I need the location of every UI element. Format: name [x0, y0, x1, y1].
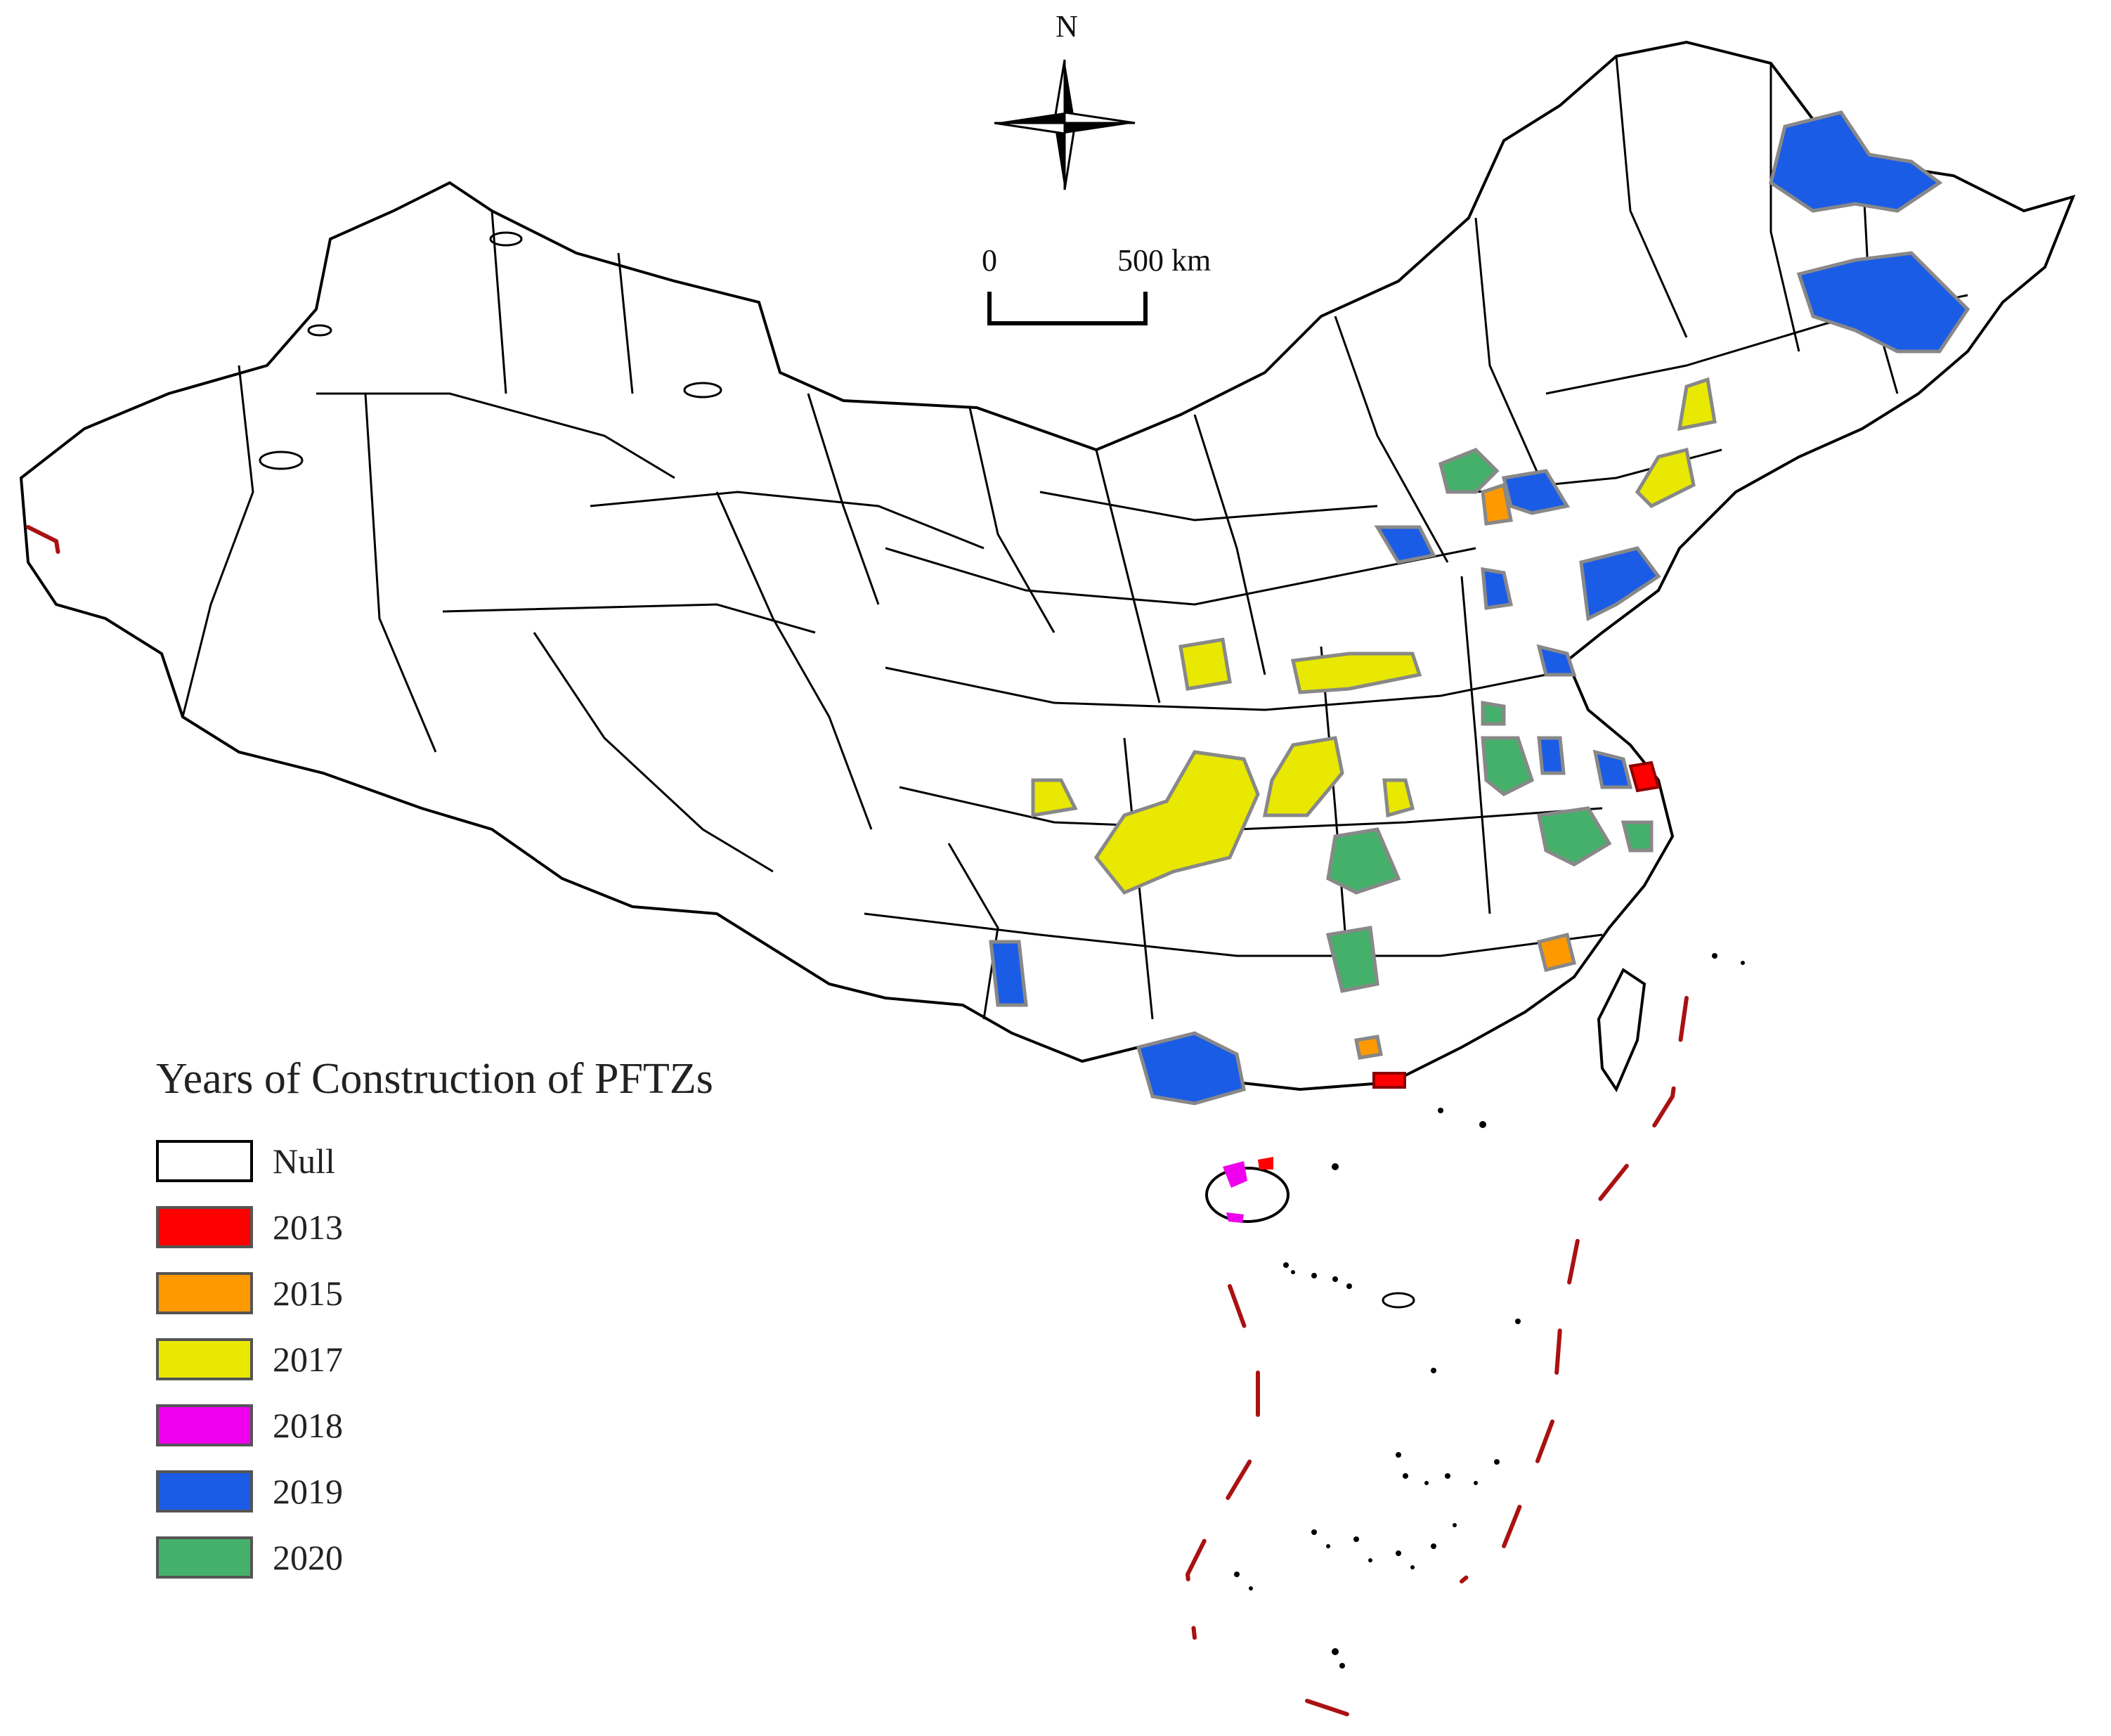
pftz-2020-beijing	[1438, 448, 1500, 494]
legend-items: Null 2013 2015 2017 2018 2019 2020	[156, 1128, 713, 1591]
pftz-2015-guangdong	[1354, 1035, 1383, 1060]
pftz-2015-fujian	[1536, 932, 1577, 973]
legend-swatch	[156, 1338, 253, 1380]
pftz-2020-hunan	[1326, 827, 1401, 895]
legend-item: Null	[156, 1128, 713, 1194]
internal-boundaries	[181, 56, 1968, 1020]
pftz-2017-liaoning	[1635, 447, 1696, 509]
pftz-2017-sichuan	[1031, 778, 1078, 817]
north-arrow: N	[994, 9, 1136, 190]
pftz-2013-hainan-north	[1258, 1157, 1273, 1170]
legend-swatch	[156, 1206, 253, 1248]
pftz-2013-regions	[1372, 760, 1661, 1089]
pftz-2020-ningbo	[1620, 820, 1654, 853]
north-label: N	[1056, 9, 1078, 44]
legend-title: Years of Construction of PFTZs	[156, 1055, 713, 1103]
pftz-2020-anhui-north	[1481, 701, 1506, 726]
pftz-2020-hunan-south	[1325, 926, 1379, 993]
pftz-2013-hongkong	[1372, 1072, 1406, 1089]
legend-item: 2015	[156, 1260, 713, 1326]
legend-label: Null	[273, 1141, 335, 1181]
pftz-2019-guangxi	[1136, 1031, 1246, 1106]
legend-item: 2017	[156, 1326, 713, 1392]
pftz-2015-tianjin	[1481, 482, 1513, 526]
legend: Years of Construction of PFTZs Null 2013 2…	[156, 1054, 713, 1591]
pftz-2020-regions	[1325, 448, 1654, 993]
pftz-2020-zhejiang	[1537, 806, 1612, 867]
legend-item: 2013	[156, 1194, 713, 1260]
pftz-2017-henan	[1290, 652, 1422, 694]
south-china-sea-islands	[1234, 953, 1745, 1669]
legend-swatch	[156, 1404, 253, 1446]
legend-swatch	[156, 1536, 253, 1579]
legend-label: 2020	[273, 1538, 343, 1577]
legend-label: 2019	[273, 1472, 343, 1511]
pftz-2013-shanghai	[1628, 760, 1661, 793]
legend-label: 2013	[273, 1207, 343, 1247]
legend-item: 2019	[156, 1458, 713, 1524]
pftz-2017-chongqing	[1093, 750, 1260, 895]
pftz-2019-regions	[989, 110, 1970, 1106]
pftz-2019-jiangsu-b	[1592, 749, 1633, 789]
pftz-2018-hainan	[1223, 1161, 1247, 1188]
legend-swatch	[156, 1470, 253, 1512]
legend-label: 2017	[273, 1340, 343, 1379]
china-outline	[19, 40, 2076, 1092]
pftz-2018-hainan-south	[1226, 1212, 1244, 1223]
pftz-2019-heilongjiang-north	[1769, 110, 1943, 213]
pftz-2019-tianjin	[1481, 567, 1514, 610]
pftz-2017-liaoning-north	[1677, 377, 1717, 432]
pftz-2019-heilongjiang-south	[1796, 251, 1970, 354]
lakes	[259, 231, 722, 470]
pftz-2020-anhui	[1481, 736, 1535, 796]
legend-label: 2015	[273, 1274, 343, 1313]
legend-swatch	[156, 1140, 253, 1182]
pftz-2017-hubei-east	[1382, 778, 1415, 818]
taiwan	[1597, 968, 1646, 1093]
legend-item: 2020	[156, 1524, 713, 1591]
legend-label: 2018	[273, 1406, 343, 1445]
pftz-2017-shaanxi	[1178, 637, 1232, 691]
scale-distance-label: 500 km	[1117, 243, 1211, 278]
legend-item: 2018	[156, 1392, 713, 1458]
pftz-2015-regions	[1354, 482, 1577, 1060]
pftz-2019-beijing	[1501, 469, 1570, 515]
pftz-2019-shandong	[1579, 546, 1661, 621]
pftz-2019-lianyungang	[1536, 644, 1577, 677]
pftz-2019-yunnan	[989, 940, 1028, 1007]
hainan	[1205, 1167, 1290, 1223]
pftz-2019-jiangsu-a	[1537, 736, 1566, 775]
pftz-2017-regions	[1031, 377, 1717, 895]
pftz-2019-hebei	[1374, 525, 1436, 564]
maritime-boundary	[26, 525, 1689, 1717]
scale-zero-label: 0	[982, 243, 997, 278]
scale-bar: 0 500 km	[982, 243, 1211, 325]
legend-swatch	[156, 1272, 253, 1314]
pftz-2017-hubei	[1262, 736, 1344, 817]
